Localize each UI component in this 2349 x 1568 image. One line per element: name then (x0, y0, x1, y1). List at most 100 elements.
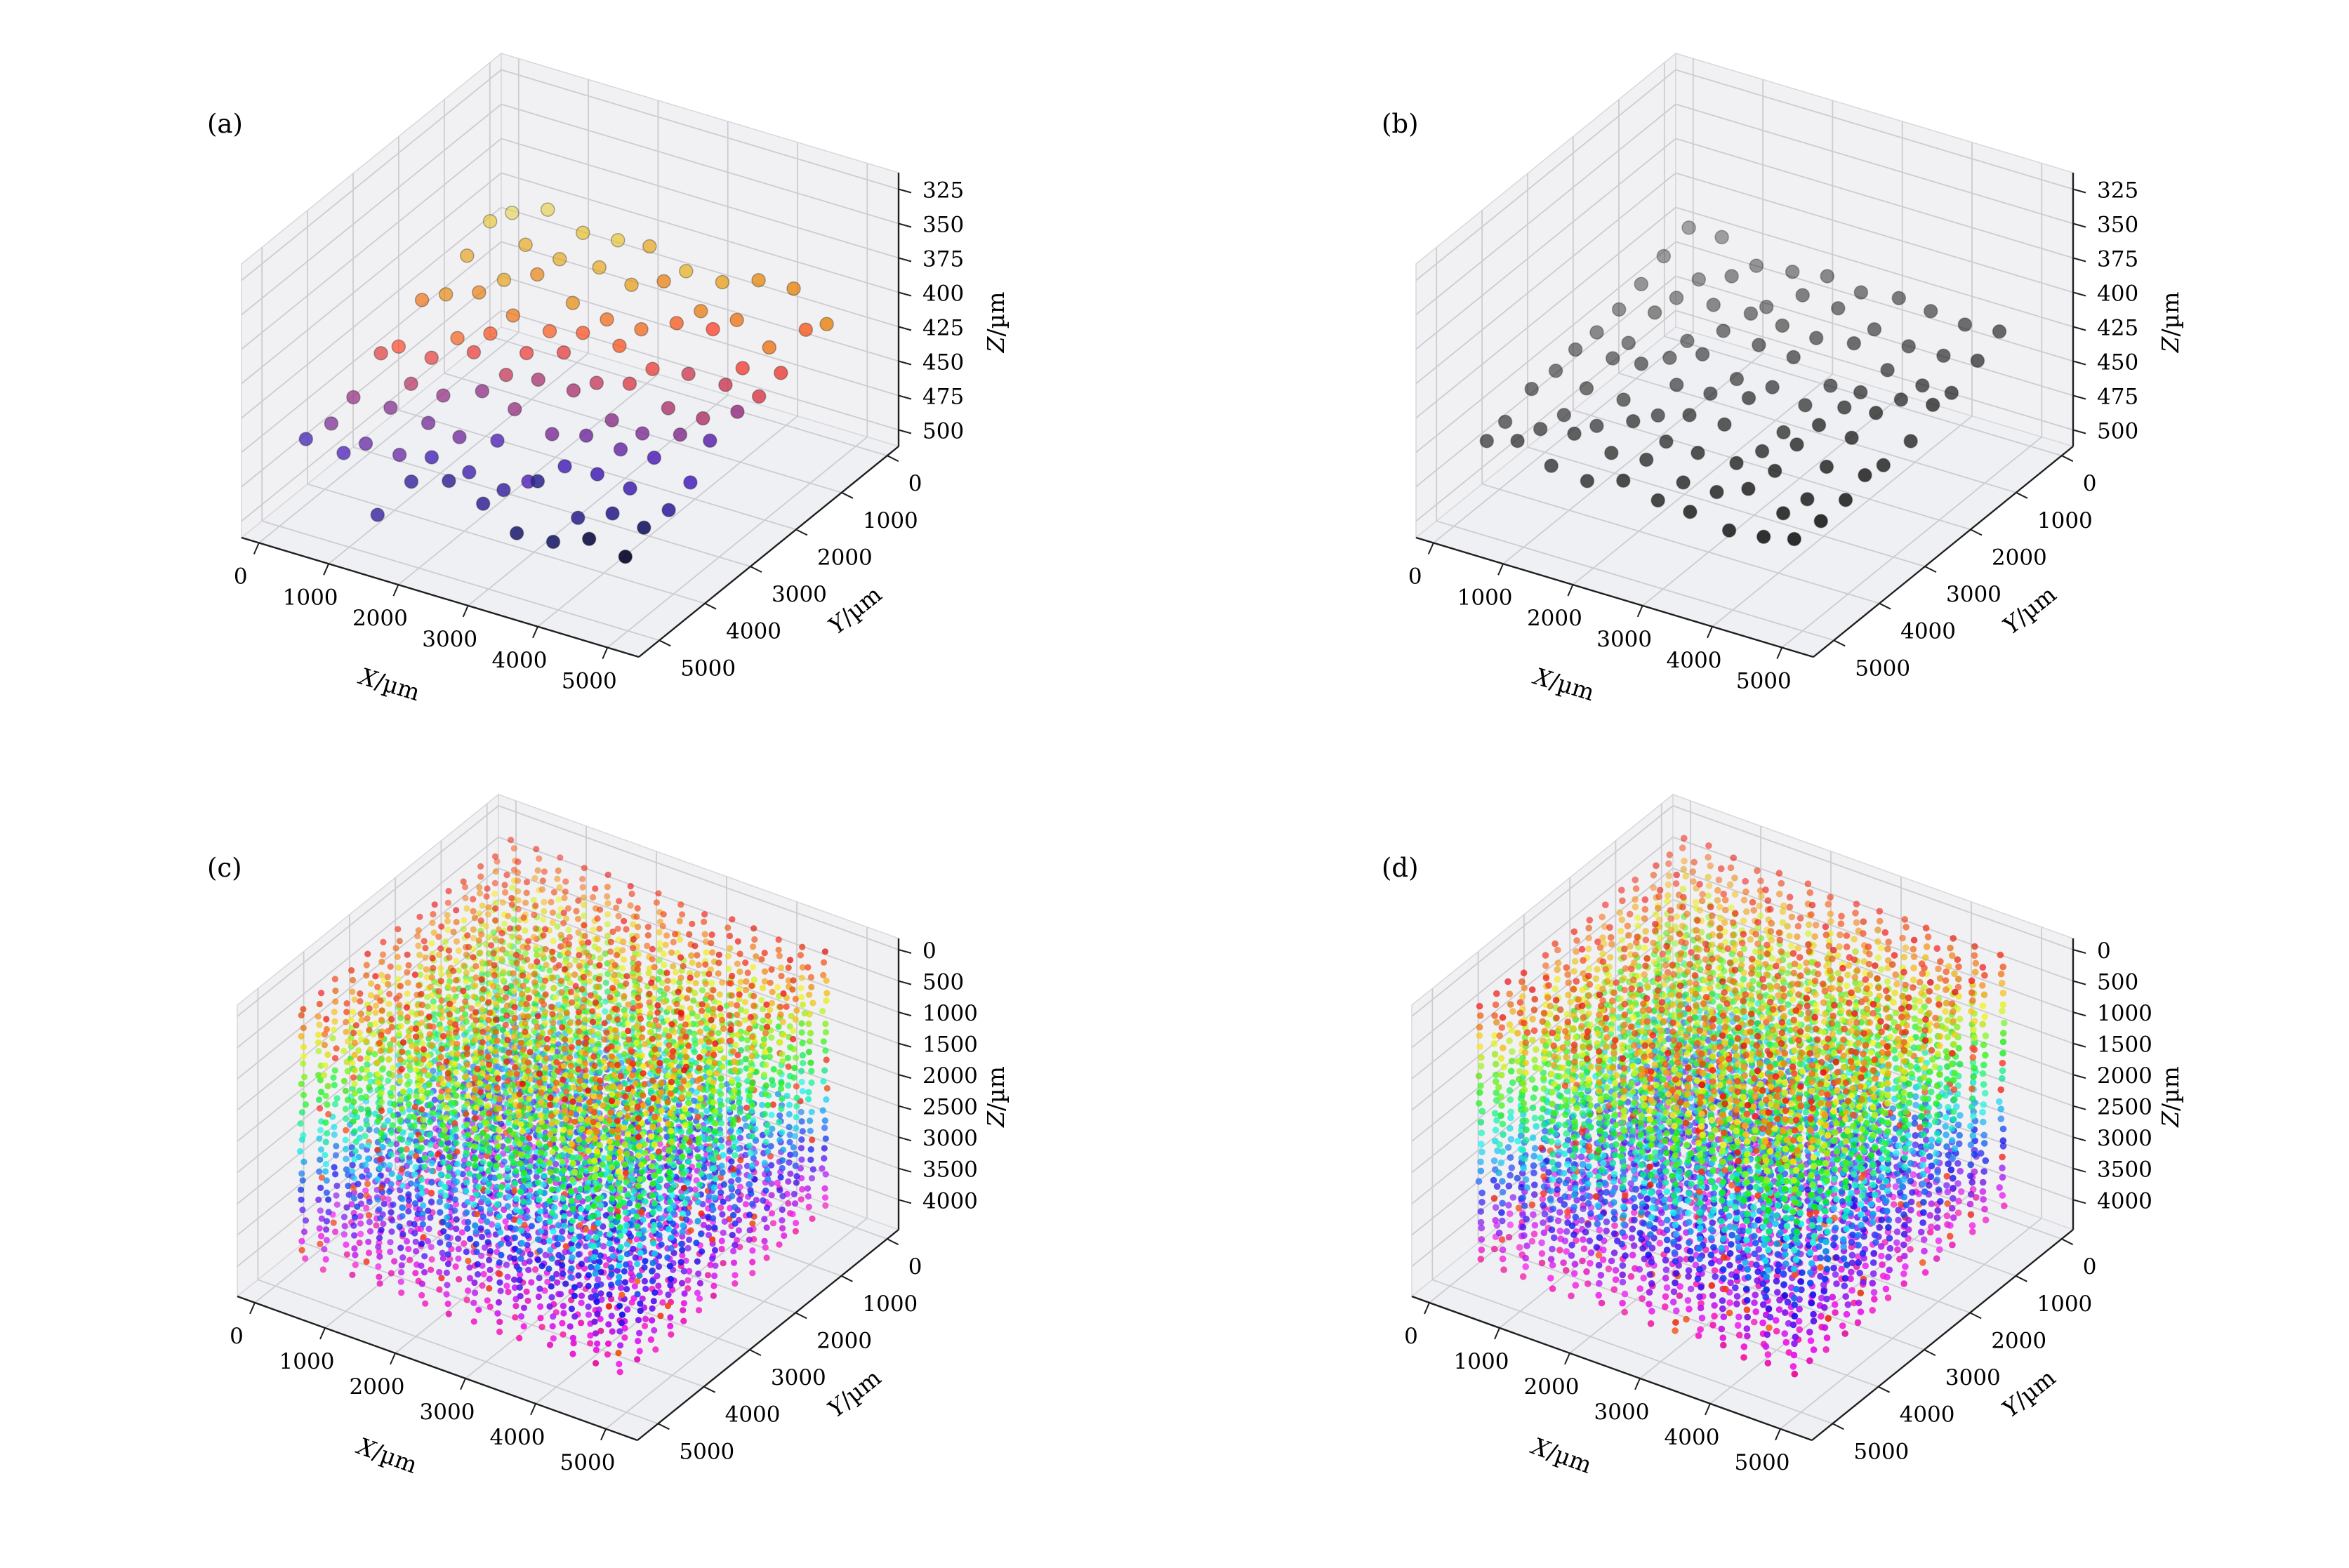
point (587, 1000, 594, 1007)
point (321, 1031, 329, 1038)
point (345, 1183, 352, 1190)
point (806, 991, 813, 998)
point (483, 326, 498, 341)
point (526, 1134, 533, 1142)
point (477, 1023, 485, 1030)
point (547, 1029, 554, 1036)
point (557, 459, 572, 474)
point (737, 1047, 745, 1054)
point (734, 1011, 741, 1018)
point (552, 994, 560, 1001)
point (681, 1047, 688, 1055)
point (479, 902, 486, 909)
point (1893, 392, 1909, 407)
point (619, 964, 626, 972)
point (472, 1049, 479, 1056)
point (775, 1023, 782, 1030)
point (399, 1230, 406, 1237)
point (524, 956, 531, 963)
point (745, 1112, 752, 1120)
point (524, 1145, 531, 1152)
point (376, 1280, 383, 1287)
point (348, 966, 355, 974)
point (453, 1139, 460, 1146)
point (534, 996, 541, 1003)
point (1479, 434, 1495, 449)
point (302, 1101, 310, 1108)
point (396, 1125, 403, 1133)
point (465, 1257, 472, 1265)
point (480, 1065, 487, 1072)
x-tick-label: 4000 (490, 1425, 545, 1450)
point (542, 1123, 550, 1130)
point (710, 1005, 717, 1012)
point (397, 1010, 404, 1017)
point (484, 1025, 491, 1032)
point (696, 411, 710, 426)
point (345, 1191, 352, 1198)
point (776, 1187, 783, 1194)
point (508, 933, 516, 940)
y-tick-label: 5000 (680, 656, 736, 681)
point (808, 983, 815, 990)
point (470, 896, 477, 903)
point (477, 1098, 484, 1105)
point (374, 1146, 381, 1153)
point (472, 1240, 479, 1248)
point (481, 1176, 489, 1183)
point (751, 389, 767, 404)
point (774, 1179, 781, 1186)
point (712, 1108, 719, 1115)
point (445, 1221, 452, 1228)
point (515, 924, 522, 931)
point (807, 1030, 814, 1037)
point (404, 1072, 411, 1079)
point (737, 1157, 744, 1164)
point (298, 1237, 305, 1244)
point (349, 988, 356, 995)
point (742, 1201, 750, 1208)
point (439, 1121, 446, 1129)
point (798, 985, 805, 992)
point (404, 1081, 411, 1088)
point (706, 1069, 713, 1076)
point (477, 1089, 484, 1096)
point (1743, 306, 1759, 321)
point (445, 1241, 453, 1248)
point (487, 1207, 494, 1214)
point (430, 964, 437, 971)
point (531, 979, 538, 986)
point (486, 1061, 493, 1068)
point (364, 1015, 371, 1022)
point (800, 1060, 807, 1067)
point (461, 962, 468, 969)
point (301, 1073, 308, 1080)
point (623, 1216, 630, 1223)
point (629, 1014, 637, 1021)
point (392, 945, 399, 952)
point (430, 1110, 437, 1117)
point (586, 959, 594, 966)
point (421, 1163, 428, 1171)
point (684, 995, 691, 1002)
point (573, 908, 580, 915)
point (383, 400, 398, 416)
point (823, 1056, 830, 1063)
point (684, 1179, 691, 1186)
point (550, 1037, 557, 1044)
tick-labels: 0100020003000400050000100020003000400050… (234, 178, 964, 694)
point (331, 976, 338, 983)
point (631, 1282, 638, 1290)
point (317, 1184, 324, 1191)
point (661, 962, 668, 969)
point (670, 1228, 677, 1235)
point (629, 1273, 637, 1280)
point (386, 1107, 394, 1114)
point (679, 911, 686, 918)
point (702, 961, 709, 968)
point (798, 322, 814, 337)
point (438, 997, 445, 1004)
point (298, 1011, 305, 1019)
point (435, 934, 442, 941)
point (609, 984, 616, 992)
